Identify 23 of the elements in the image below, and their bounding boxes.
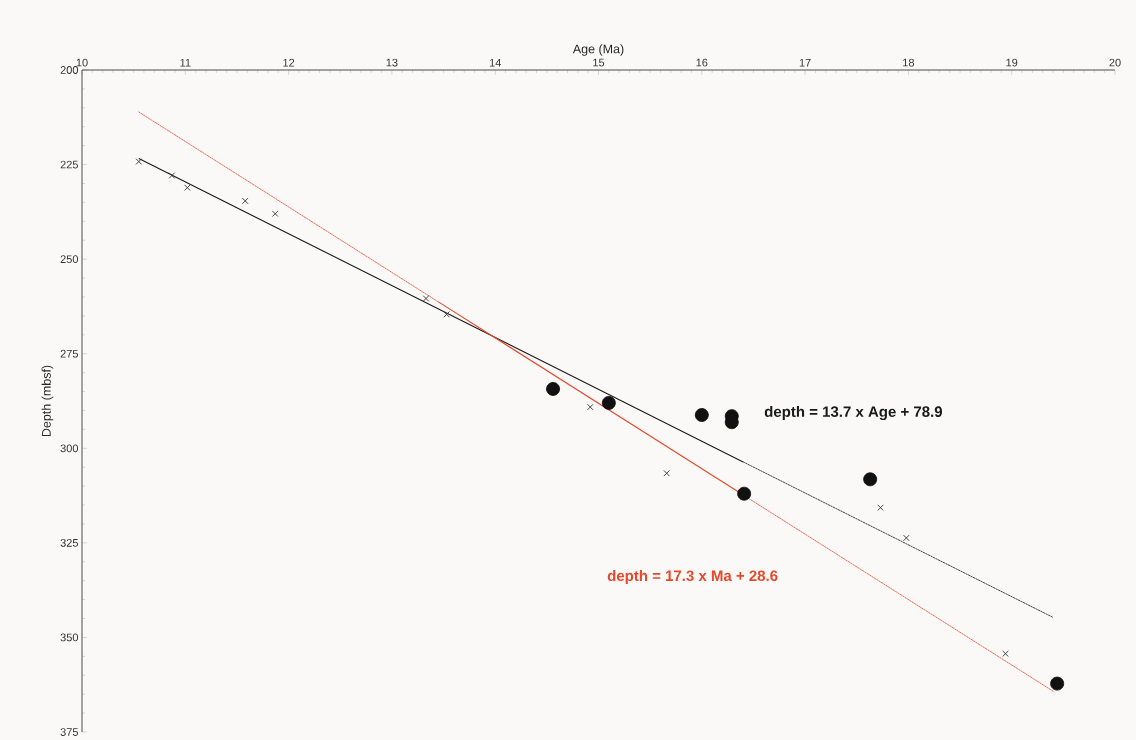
y-tick-label: 275 [60,349,78,358]
y-tick-label: 300 [60,444,79,453]
y-tick-label: 225 [60,160,78,169]
x-tick-label: 16 [696,58,708,67]
x-tick-label: 12 [283,58,295,67]
x-tick-label: 11 [180,58,191,67]
x-axis-title: Age (Ma) [572,44,624,56]
x-tick-label: 14 [489,58,501,67]
x-tick-label: 13 [386,58,398,67]
y-tick-label: 250 [60,255,79,264]
annotation: depth = 17.3 x Ma + 28.6 [607,570,778,585]
y-tick-label: 350 [60,633,79,642]
y-axis-title: Depth (mbsf) [41,365,54,437]
y-tick-label: 375 [60,728,78,736]
x-tick-label: 19 [1006,58,1018,67]
x-tick-label: 20 [1109,58,1121,67]
x-tick-label: 10 [76,58,88,67]
x-tick-label: 15 [593,58,605,67]
x-tick-label: 18 [903,58,915,67]
annotation: depth = 13.7 x Age + 78.9 [764,405,943,421]
x-tick-label: 17 [799,58,811,67]
y-tick-label: 200 [60,66,79,74]
y-tick-label: 325 [60,538,78,547]
